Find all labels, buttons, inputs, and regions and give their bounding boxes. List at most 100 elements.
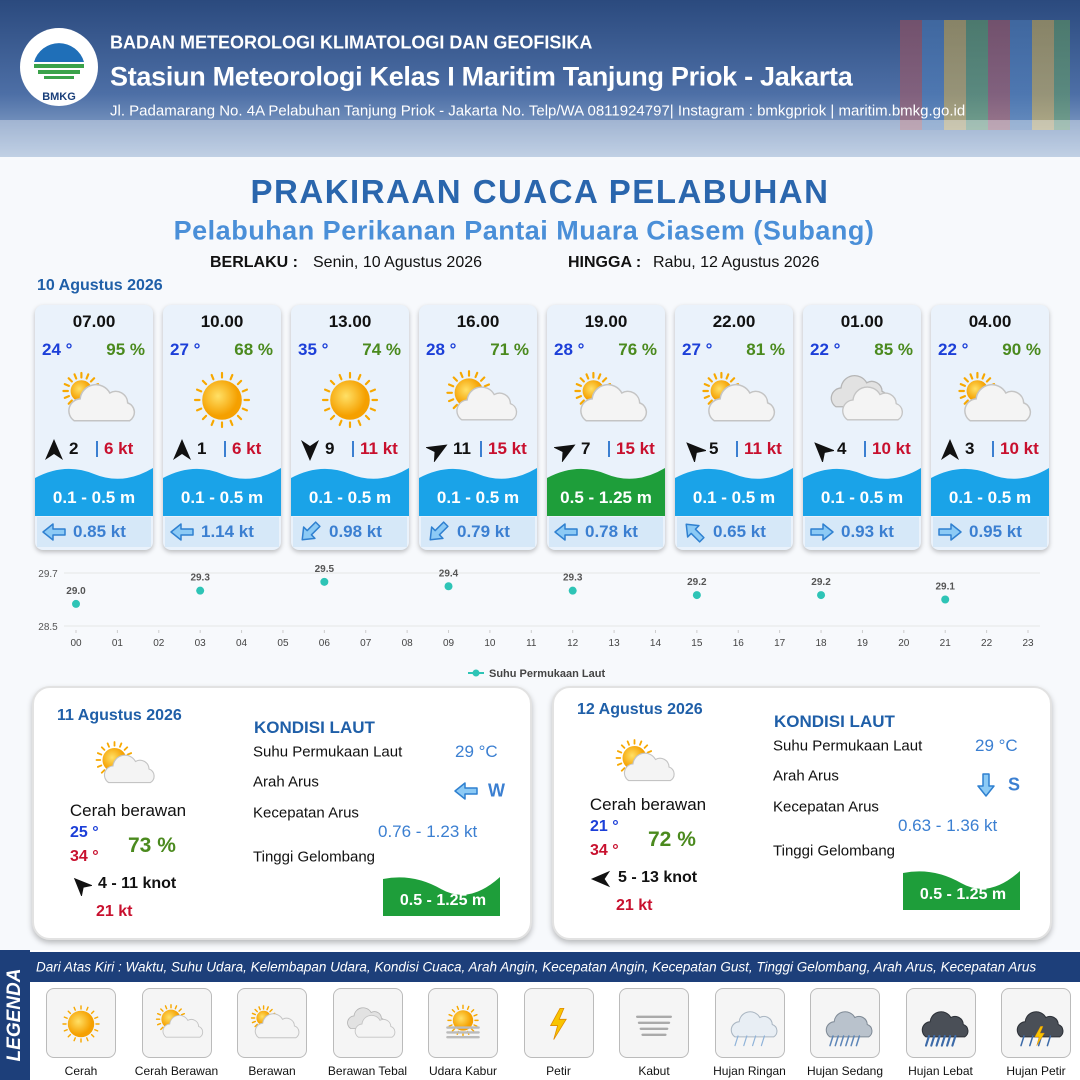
wave-band — [803, 462, 921, 516]
icon-part — [329, 379, 336, 386]
card-humidity: 68 % — [234, 340, 273, 359]
icon-part — [623, 752, 675, 782]
icon-part — [210, 373, 215, 381]
icon-part — [547, 468, 665, 516]
legend-marker — [472, 669, 480, 677]
icon-part — [963, 377, 969, 383]
icon-part — [301, 440, 319, 461]
icon-part — [42, 523, 66, 541]
card-humidity: 81 % — [746, 340, 785, 359]
icon-part — [814, 442, 836, 464]
icon-part — [941, 439, 959, 460]
container-stack — [900, 20, 1070, 130]
icon-part — [419, 468, 537, 516]
wave-band — [931, 462, 1049, 516]
icon-part — [921, 1011, 968, 1047]
icon-part — [1016, 1011, 1064, 1047]
icon-part — [702, 371, 776, 422]
icon-part — [945, 1034, 951, 1047]
icon-part — [1016, 1011, 1064, 1038]
icon-part — [810, 523, 834, 541]
day-weather-icon — [602, 734, 682, 794]
icon-part — [938, 523, 962, 541]
legend-item-label: Udara Kabur — [428, 1064, 498, 1078]
icon-part — [579, 399, 585, 405]
icon-part — [346, 1007, 395, 1038]
icon-part — [63, 1029, 68, 1032]
icon-part — [96, 764, 103, 768]
icon-part — [86, 1037, 89, 1042]
weather-icon — [817, 364, 907, 436]
separator — [96, 441, 98, 457]
sst-point — [320, 577, 329, 586]
wind-speed: 3 — [965, 439, 975, 458]
icon-part — [713, 373, 718, 380]
icon-part — [96, 752, 103, 756]
icon-part — [964, 383, 1032, 422]
icon-part — [552, 444, 576, 463]
sea-sst: 29 °C — [455, 742, 498, 761]
page-title: PRAKIRAAN CUACA PELABUHAN — [250, 173, 830, 210]
icon-part — [977, 773, 995, 797]
legend-side — [0, 950, 30, 1080]
gust-speed: 15 kt — [616, 439, 655, 458]
icon-part — [180, 1012, 185, 1016]
icon-part — [615, 739, 675, 782]
icon-part — [241, 388, 249, 393]
icon-part — [173, 439, 191, 460]
icon-part — [924, 1034, 930, 1047]
weather-icon — [177, 364, 267, 436]
icon-part — [575, 395, 583, 399]
sst-point — [568, 586, 577, 595]
day-date: 11 Agustus 2026 — [57, 707, 182, 724]
icon-part — [707, 399, 713, 405]
separator — [864, 441, 866, 457]
wind-arrow — [552, 438, 578, 463]
icon-part — [321, 371, 379, 429]
icon-part — [620, 744, 626, 749]
icon-part — [466, 1005, 470, 1011]
icon-part — [903, 871, 1020, 910]
wind-speed: 4 — [837, 439, 847, 458]
icon-part — [383, 877, 500, 916]
day-gust: 21 kt — [96, 903, 133, 920]
icon-part — [950, 1034, 956, 1047]
icon-part — [159, 1026, 164, 1031]
icon-part — [729, 377, 736, 383]
card-time: 19.00 — [584, 312, 628, 331]
logo-dome — [34, 43, 84, 62]
legend-icon — [338, 1000, 398, 1048]
legend-title: LEGENDA — [4, 968, 25, 1062]
icon-part — [941, 439, 959, 460]
sea-wave: 0.5 - 1.25 m — [399, 892, 487, 909]
icon-part — [1020, 1035, 1025, 1047]
x-tick-label: 05 — [277, 638, 289, 649]
icon-part — [547, 468, 665, 516]
icon-part — [845, 1035, 850, 1047]
current-speed: 0.79 kt — [457, 522, 510, 541]
wind-speed: 2 — [69, 439, 79, 458]
current-arrow — [296, 520, 324, 544]
icon-part — [601, 377, 608, 383]
icon-part — [323, 407, 331, 412]
icon-part — [1034, 1026, 1045, 1046]
icon-part — [636, 1015, 672, 1036]
icon-part — [590, 870, 611, 888]
sea-speed: 0.76 - 1.23 kt — [378, 822, 478, 841]
logo-stripe — [38, 70, 80, 74]
icon-part — [448, 1013, 453, 1017]
icon-part — [173, 439, 191, 460]
day-condition: Cerah berawan — [69, 801, 187, 820]
sst-point — [196, 586, 205, 595]
icon-part — [1046, 1035, 1052, 1047]
icon-part — [90, 1033, 95, 1038]
icon-part — [254, 1013, 300, 1039]
icon-part — [94, 1029, 99, 1032]
wind-arrow — [938, 438, 962, 462]
x-tick-label: 17 — [774, 638, 786, 649]
point-label: 29.5 — [315, 564, 335, 575]
header-banner — [0, 0, 1080, 157]
icon-part — [301, 440, 319, 461]
point-label: 29.2 — [687, 577, 707, 588]
icon-part — [825, 1011, 873, 1038]
